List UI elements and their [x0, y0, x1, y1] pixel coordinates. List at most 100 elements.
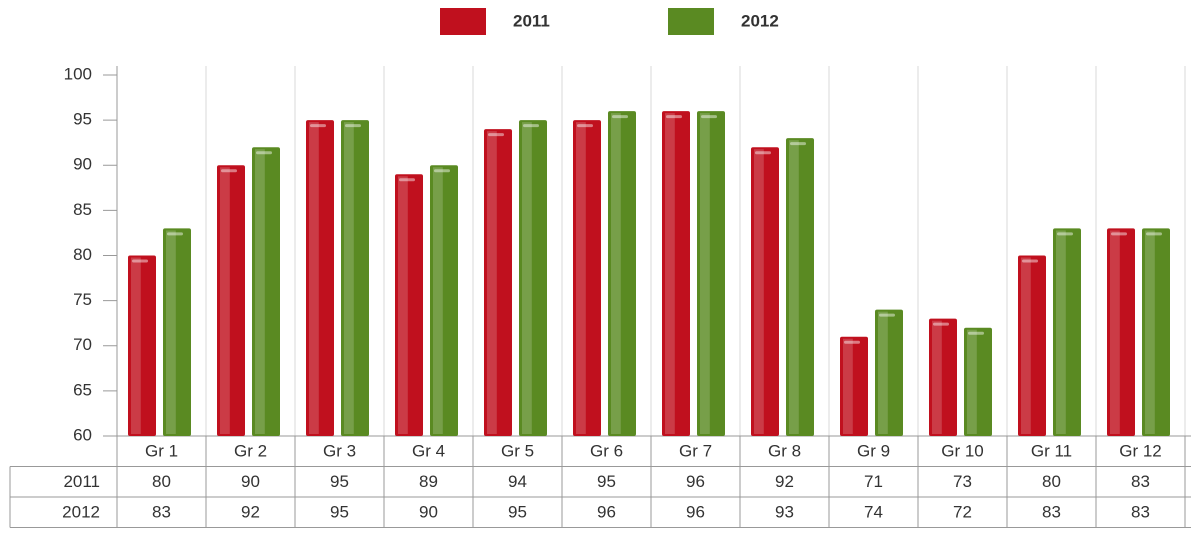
bar	[1018, 255, 1046, 436]
table-value: 83	[1131, 503, 1150, 522]
bar-shine	[879, 313, 895, 317]
bar-highlight	[932, 320, 942, 434]
bar-highlight	[665, 113, 675, 434]
bar-highlight	[1056, 230, 1066, 434]
table-value: 96	[686, 503, 705, 522]
bar	[484, 129, 512, 436]
bar-shine	[701, 115, 717, 119]
bar-highlight	[344, 122, 354, 434]
y-tick-label: 60	[73, 425, 92, 444]
x-tick-label: Gr 10	[941, 442, 984, 461]
bar-shine	[844, 340, 860, 344]
table-value: 74	[864, 503, 883, 522]
table-value: 95	[597, 472, 616, 491]
bar	[519, 120, 547, 436]
legend: 2011 2012	[440, 8, 779, 35]
bar-highlight	[309, 122, 319, 434]
bar-highlight	[255, 149, 265, 434]
table-value: 95	[330, 472, 349, 491]
x-tick-label: Gr 9	[857, 442, 890, 461]
bar-shine	[434, 169, 450, 173]
bar-highlight	[166, 230, 176, 434]
y-tick-label: 65	[73, 380, 92, 399]
table-value: 95	[330, 503, 349, 522]
bar-highlight	[967, 329, 977, 434]
x-tick-label: Gr 6	[590, 442, 623, 461]
table-value: 96	[597, 503, 616, 522]
bar-highlight	[789, 140, 799, 435]
x-tick-label: Gr 7	[679, 442, 712, 461]
legend-label: 2011	[513, 11, 550, 30]
bar-shine	[612, 115, 628, 119]
bar-highlight	[843, 338, 853, 434]
bar	[608, 111, 636, 436]
bar-highlight	[700, 113, 710, 434]
bar	[306, 120, 334, 436]
y-tick-label: 70	[73, 335, 92, 354]
bar	[430, 165, 458, 436]
y-tick-label: 80	[73, 245, 92, 264]
bar-shine	[577, 124, 593, 128]
x-tick-label: Gr 4	[412, 442, 445, 461]
bar-highlight	[433, 167, 443, 434]
bar-highlight	[1145, 230, 1155, 434]
table-row-label: 2012	[62, 503, 100, 522]
bar-shine	[523, 124, 539, 128]
bar-shine	[132, 259, 148, 263]
bar-shine	[933, 322, 949, 326]
bar-highlight	[878, 311, 888, 434]
bar-highlight	[611, 113, 621, 434]
bar	[1107, 228, 1135, 436]
bar-shine	[488, 133, 504, 137]
table-value: 92	[775, 472, 794, 491]
bar-highlight	[487, 131, 497, 434]
bar-shine	[666, 115, 682, 119]
x-tick-label: Gr 5	[501, 442, 534, 461]
bar	[217, 165, 245, 436]
bar-shine	[1022, 259, 1038, 263]
bar	[662, 111, 690, 436]
y-tick-label: 100	[64, 64, 92, 83]
bar	[128, 255, 156, 436]
bar-highlight	[1110, 230, 1120, 434]
table-value: 89	[419, 472, 438, 491]
y-tick-label: 95	[73, 110, 92, 129]
bar	[875, 309, 903, 436]
table-value: 90	[419, 503, 438, 522]
table-value: 80	[1042, 472, 1061, 491]
bar	[341, 120, 369, 436]
bar-highlight	[220, 167, 230, 434]
bar	[929, 318, 957, 436]
bar-shine	[221, 169, 237, 173]
bar-shine	[1057, 232, 1073, 236]
table-value: 83	[152, 503, 171, 522]
table-value: 83	[1131, 472, 1150, 491]
bar-shine	[256, 151, 272, 155]
table-value: 90	[241, 472, 260, 491]
x-tick-label: Gr 11	[1031, 442, 1072, 461]
bar	[395, 174, 423, 436]
table-value: 95	[508, 503, 527, 522]
bar	[1053, 228, 1081, 436]
bar-shine	[755, 151, 771, 155]
bar-shine	[345, 124, 361, 128]
y-tick-label: 85	[73, 200, 92, 219]
table-value: 72	[953, 503, 972, 522]
legend-swatch	[668, 8, 714, 35]
legend-swatch	[440, 8, 486, 35]
table-value: 92	[241, 503, 260, 522]
bar-shine	[790, 142, 806, 146]
table-value: 96	[686, 472, 705, 491]
table-value: 71	[864, 472, 883, 491]
bar-shine	[1111, 232, 1127, 236]
bar-highlight	[398, 176, 408, 434]
bar-shine	[399, 178, 415, 182]
bar-shine	[167, 232, 183, 236]
bar-shine	[968, 331, 984, 335]
y-tick-label: 75	[73, 290, 92, 309]
bar	[786, 138, 814, 437]
bar	[573, 120, 601, 436]
x-tick-label: Gr 1	[145, 442, 178, 461]
bar-highlight	[522, 122, 532, 434]
bar	[840, 336, 868, 436]
